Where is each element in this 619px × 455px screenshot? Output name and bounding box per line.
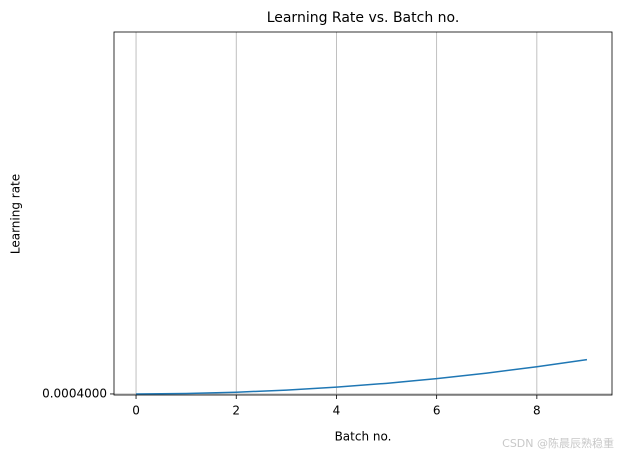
watermark: CSDN @陈晨辰熟稳重 xyxy=(502,436,614,450)
y-tick-label: 0.0004000 xyxy=(42,386,107,400)
x-tick-label: 4 xyxy=(333,404,341,418)
x-tick-label: 2 xyxy=(232,404,240,418)
x-axis-label: Batch no. xyxy=(335,430,392,444)
plot-frame xyxy=(113,31,613,396)
x-tick-label: 0 xyxy=(132,404,140,418)
y-axis-label: Learning rate xyxy=(9,174,23,254)
x-tick-label: 8 xyxy=(533,404,541,418)
x-tick-label: 6 xyxy=(433,404,441,418)
chart-title: Learning Rate vs. Batch no. xyxy=(267,10,460,26)
data-line xyxy=(136,358,588,395)
